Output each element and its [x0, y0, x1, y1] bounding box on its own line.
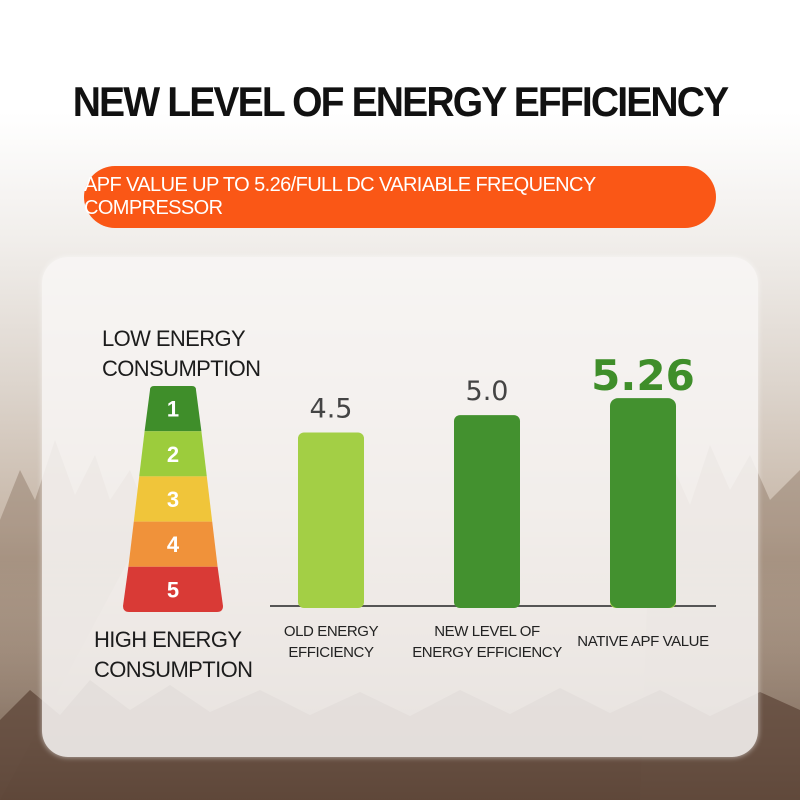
energy-level-5-band [123, 566, 223, 612]
category-label-1-line-2: EFFICIENCY [288, 644, 374, 661]
energy-level-4-band [128, 521, 218, 567]
energy-level-3-label: 3 [167, 487, 179, 512]
energy-level-4-label: 4 [167, 532, 180, 557]
category-label-3-line-1: NATIVE APF VALUE [577, 633, 709, 650]
bar-2 [454, 415, 520, 608]
energy-level-1-label: 1 [167, 397, 179, 422]
page-title: NEW LEVEL OF ENERGY EFFICIENCY [72, 78, 729, 125]
energy-level-1-band [144, 386, 202, 432]
high-consumption-label: HIGH ENERGY CONSUMPTION [94, 625, 253, 685]
value-label-3: 5.26 [591, 351, 695, 400]
bar-native-apf [610, 398, 676, 608]
energy-level-2-band [139, 431, 207, 477]
category-label-2: NEW LEVEL OF ENERGY EFFICIENCY [397, 621, 577, 663]
low-label-line1: LOW ENERGY [102, 326, 246, 351]
subtitle-banner: APF VALUE UP TO 5.26/FULL DC VARIABLE FR… [84, 166, 716, 228]
bar-1 [298, 432, 364, 608]
low-consumption-label: LOW ENERGY CONSUMPTION [102, 324, 261, 384]
value-label-1: 4.5 [310, 394, 353, 425]
energy-level-2-label: 2 [167, 442, 179, 467]
value-label-2: 5.0 [466, 376, 509, 407]
high-label-line2: CONSUMPTION [94, 657, 253, 682]
category-label-3: NATIVE APF VALUE [553, 631, 733, 652]
subtitle-text: APF VALUE UP TO 5.26/FULL DC VARIABLE FR… [84, 174, 596, 219]
low-label-line2: CONSUMPTION [102, 356, 261, 381]
category-label-2-line-1: NEW LEVEL OF [434, 623, 540, 640]
energy-level-3-band [133, 476, 213, 522]
energy-level-5-label: 5 [167, 577, 179, 602]
category-label-2-line-2: ENERGY EFFICIENCY [412, 644, 562, 661]
category-label-1-line-1: OLD ENERGY [283, 623, 379, 640]
category-label-1: OLD ENERGY EFFICIENCY [241, 621, 421, 663]
high-label-line1: HIGH ENERGY [94, 627, 242, 652]
